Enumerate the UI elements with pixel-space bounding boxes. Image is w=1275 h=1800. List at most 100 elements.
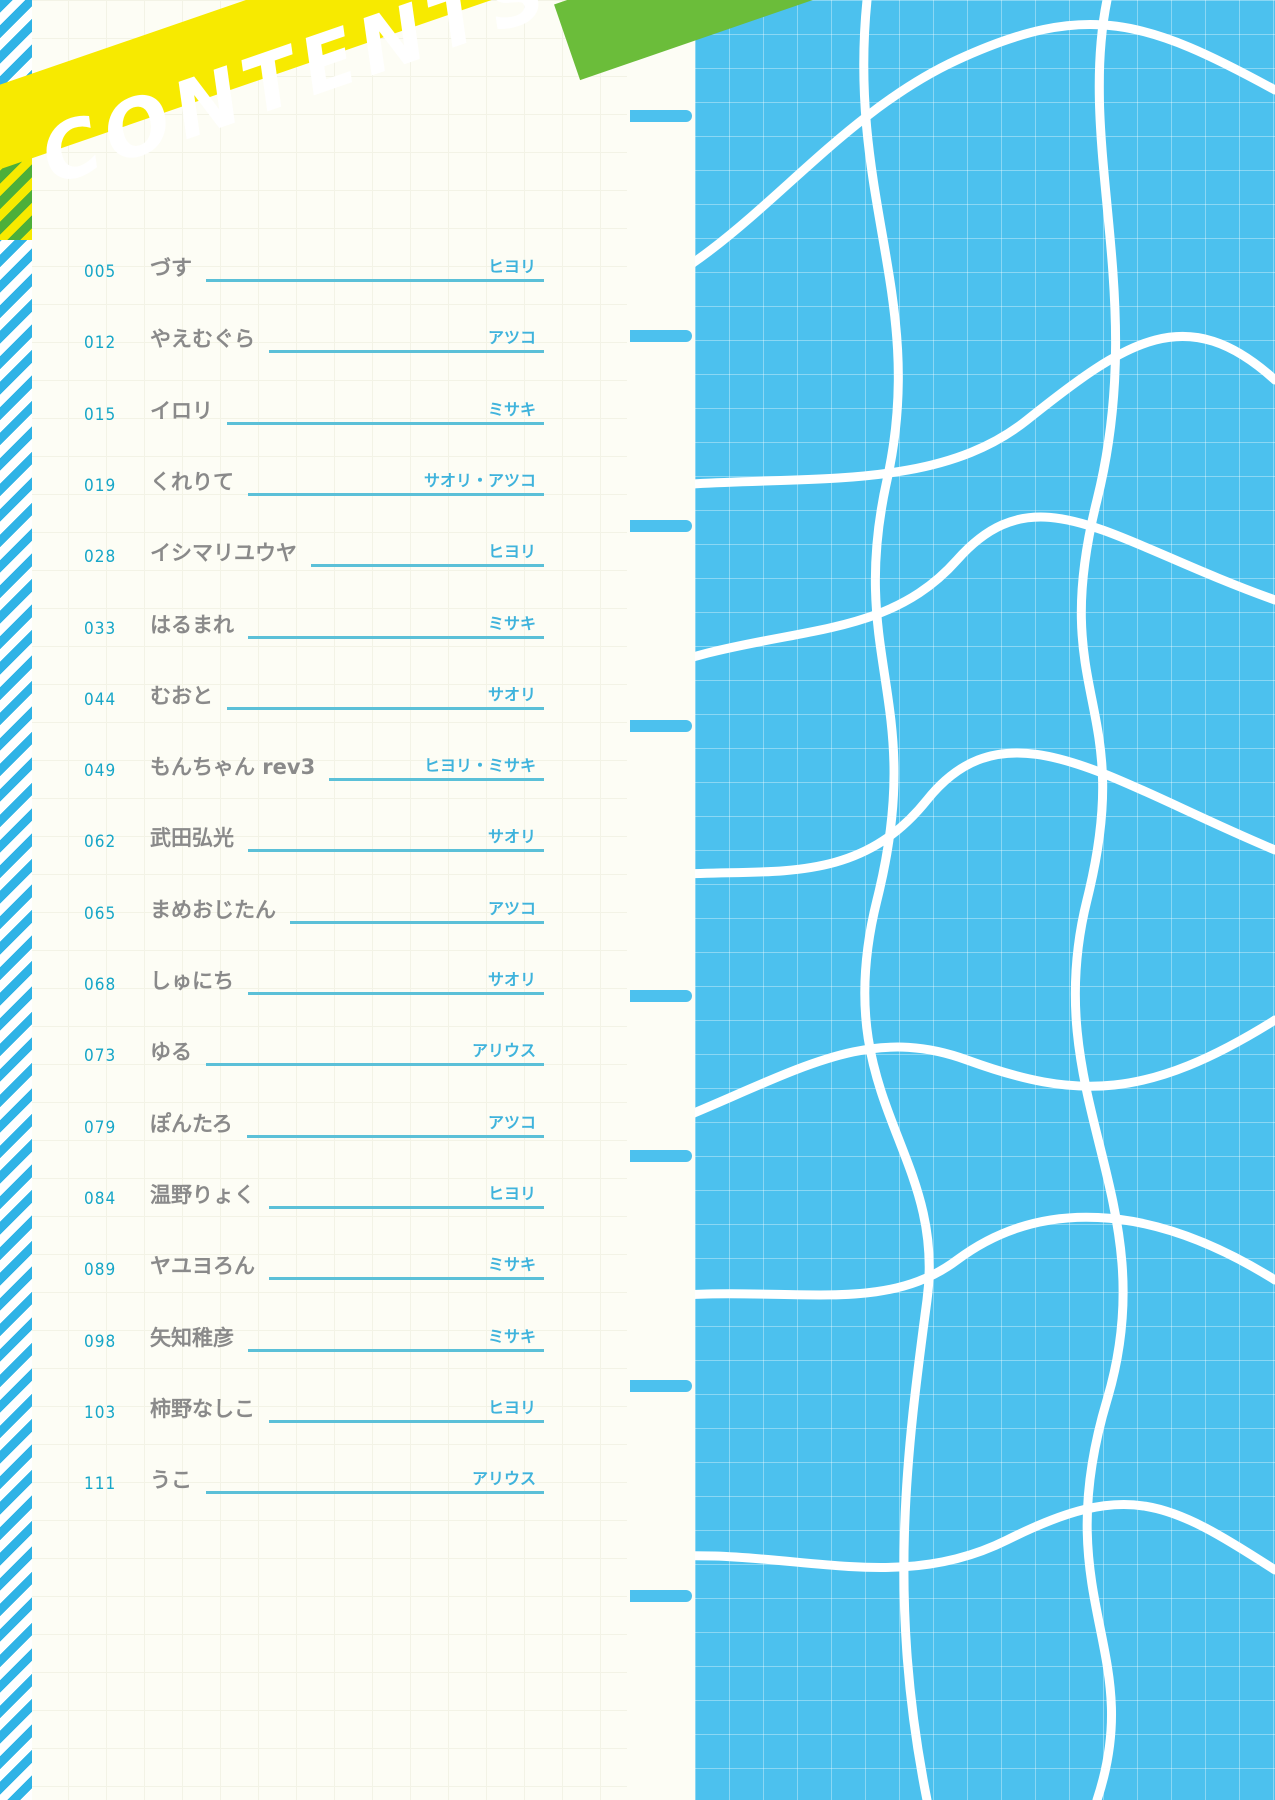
author-name: アリウス (471, 1469, 536, 1489)
leader-line: ヒヨリ・ミサキ (329, 752, 544, 782)
author-name: ヒヨリ (487, 1397, 536, 1417)
pool-tile-grid (627, 0, 1275, 1800)
background-grid (30, 0, 627, 1800)
page-number: 005 (84, 262, 117, 282)
leader-line: サオリ・アツコ (248, 467, 544, 496)
leader-line: ヒヨリ (269, 1394, 544, 1423)
strip-letter-shape (630, 520, 692, 532)
toc-entry[interactable]: 068 しゅにち サオリ (84, 965, 544, 995)
toc-entry[interactable]: 012 やえむぐら アツコ (84, 323, 544, 354)
story-title: はるまれ (150, 612, 234, 637)
strip-letter-shape (630, 1380, 692, 1392)
toc-entry[interactable]: 111 うこ アリウス (84, 1464, 544, 1495)
toc-entry[interactable]: 084 温野りょく ヒヨリ (84, 1179, 544, 1209)
page-number: 098 (84, 1331, 117, 1352)
page-number: 062 (84, 832, 117, 853)
story-title: ゆる (150, 1040, 192, 1065)
toc-entry[interactable]: 019 くれりて サオリ・アツコ (84, 466, 544, 496)
leader-line: アリウス (206, 1465, 544, 1495)
leader-line: サオリ (248, 966, 544, 995)
toc-entry[interactable]: 089 ヤユヨろん ミサキ (84, 1250, 544, 1281)
strip-letter-shape (630, 1590, 692, 1602)
story-title: イロリ (150, 398, 213, 423)
leader-line: ヒヨリ (269, 1180, 544, 1209)
page-number: 012 (84, 333, 117, 354)
author-name: アツコ (487, 898, 536, 918)
toc-entry[interactable]: 033 はるまれ ミサキ (84, 609, 544, 639)
page-number: 019 (84, 475, 117, 496)
story-title: もんちゃん rev3 (150, 755, 316, 780)
strip-letter-shape (630, 990, 692, 1002)
page-number: 033 (84, 618, 117, 639)
story-title: 武田弘光 (150, 826, 234, 851)
story-title: やえむぐら (150, 327, 255, 352)
author-name: ミサキ (487, 1255, 536, 1275)
author-name: ヒヨリ (487, 257, 536, 276)
page-number: 079 (84, 1117, 117, 1138)
story-title: ぽんたろ (150, 1111, 233, 1136)
water-caustics (627, 0, 1275, 1800)
vertical-title-strip (627, 0, 695, 1800)
pool-water-illustration (627, 0, 1275, 1800)
story-title: くれりて (150, 469, 234, 494)
author-name: サオリ・アツコ (423, 470, 536, 490)
leader-line: ヒヨリ (311, 538, 544, 568)
leader-line: アリウス (206, 1037, 544, 1067)
toc-entry[interactable]: 103 柿野なしこ ヒヨリ (84, 1393, 544, 1423)
leader-line: アツコ (290, 895, 544, 924)
toc-entry[interactable]: 079 ぽんたろ アツコ (84, 1108, 544, 1138)
author-name: ミサキ (487, 613, 536, 633)
story-title: 矢知稚彦 (150, 1325, 234, 1350)
author-name: ヒヨリ・ミサキ (423, 756, 536, 776)
leader-line: アツコ (246, 1109, 544, 1138)
page-number: 049 (84, 761, 117, 782)
author-name: サオリ (487, 684, 536, 704)
story-title: うこ (150, 1468, 192, 1493)
leader-line: サオリ (227, 681, 544, 710)
story-title: イシマリユウヤ (150, 541, 297, 566)
toc-entry[interactable]: 073 ゆる アリウス (84, 1036, 544, 1067)
page-number: 084 (84, 1188, 117, 1209)
toc-entry[interactable]: 062 武田弘光 サオリ (84, 822, 544, 853)
story-title: しゅにち (150, 969, 234, 993)
strip-letter-shape (630, 330, 692, 342)
page-number: 073 (84, 1046, 117, 1067)
author-name: アツコ (487, 328, 536, 348)
page-number: 028 (84, 547, 117, 568)
toc-entry[interactable]: 044 むおと サオリ (84, 680, 544, 710)
author-name: ヒヨリ (487, 1183, 536, 1203)
leader-line: サオリ (248, 823, 544, 853)
page-number: 103 (84, 1402, 117, 1423)
toc-entry[interactable]: 015 イロリ ミサキ (84, 395, 544, 425)
author-name: アリウス (471, 1041, 536, 1061)
page-number: 111 (84, 1474, 117, 1495)
story-title: 柿野なしこ (150, 1396, 255, 1421)
author-name: アツコ (487, 1112, 536, 1132)
strip-letter-shape (630, 1150, 692, 1162)
author-name: ミサキ (487, 1326, 536, 1346)
toc-entry[interactable]: 028 イシマリユウヤ ヒヨリ (84, 537, 544, 568)
page-number: 089 (84, 1260, 117, 1281)
left-stripe-border (0, 0, 32, 1800)
story-title: まめおじたん (150, 897, 276, 922)
leader-line: アツコ (269, 324, 544, 354)
story-title: づす (150, 256, 192, 280)
leader-line: ミサキ (248, 1323, 544, 1352)
leader-line: ミサキ (227, 396, 544, 425)
strip-letter-shape (630, 720, 692, 732)
toc-entry[interactable]: 005 づす ヒヨリ (84, 252, 544, 282)
author-name: ミサキ (487, 399, 536, 419)
toc-entry[interactable]: 065 まめおじたん アツコ (84, 894, 544, 924)
leader-line: ヒヨリ (206, 253, 544, 282)
story-title: むおと (150, 683, 213, 708)
toc-entry[interactable]: 049 もんちゃん rev3 ヒヨリ・ミサキ (84, 751, 544, 782)
strip-letter-shape (630, 110, 692, 122)
leader-line: ミサキ (269, 1251, 544, 1281)
page-number: 065 (84, 903, 117, 924)
author-name: サオリ (487, 827, 536, 847)
toc-entry[interactable]: 098 矢知稚彦 ミサキ (84, 1322, 544, 1352)
author-name: サオリ (487, 970, 536, 989)
story-title: ヤユヨろん (150, 1254, 255, 1279)
page-number: 015 (84, 404, 117, 425)
